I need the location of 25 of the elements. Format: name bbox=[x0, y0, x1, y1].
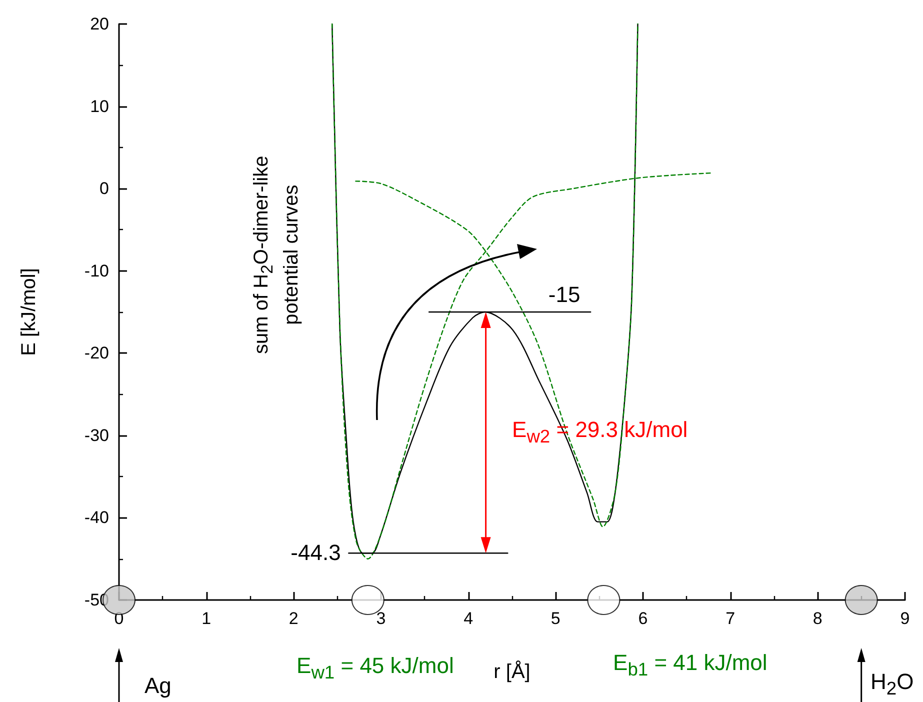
annotation: -15 bbox=[548, 282, 580, 307]
y-tick-label: -30 bbox=[84, 426, 109, 445]
y-axis-title: E [kJ/mol] bbox=[18, 268, 40, 356]
x-tick-label: 2 bbox=[288, 609, 298, 628]
text: E$_{b1}$ = 41 kJ/mol bbox=[613, 650, 768, 679]
text: Ag bbox=[144, 673, 172, 698]
x-tick-label: 7 bbox=[726, 609, 736, 628]
y-tick-label: 20 bbox=[90, 14, 109, 34]
text: H$_{2}$O bbox=[870, 668, 914, 698]
y-tick-label: -20 bbox=[84, 344, 109, 363]
x-axis-title: r [Å] bbox=[494, 660, 530, 683]
x-tick-label: 9 bbox=[900, 609, 910, 628]
x-tick-label: 4 bbox=[464, 609, 474, 628]
y-tick-label: 10 bbox=[90, 96, 109, 116]
x-tick-label: 3 bbox=[376, 609, 386, 628]
y-tick-label: 0 bbox=[100, 179, 109, 198]
y-tick-label: -10 bbox=[84, 261, 109, 280]
x-tick-label: 6 bbox=[638, 609, 648, 628]
annotation: -44.3 bbox=[290, 540, 341, 566]
x-tick-label: 0 bbox=[114, 609, 124, 628]
y-tick-label: -40 bbox=[84, 508, 109, 528]
x-tick-label: 1 bbox=[202, 609, 212, 628]
x-tick-label: 5 bbox=[550, 609, 560, 628]
text: E$_{w1}$ = 45 kJ/mol bbox=[296, 652, 454, 682]
x-tick-label: 8 bbox=[812, 609, 822, 628]
